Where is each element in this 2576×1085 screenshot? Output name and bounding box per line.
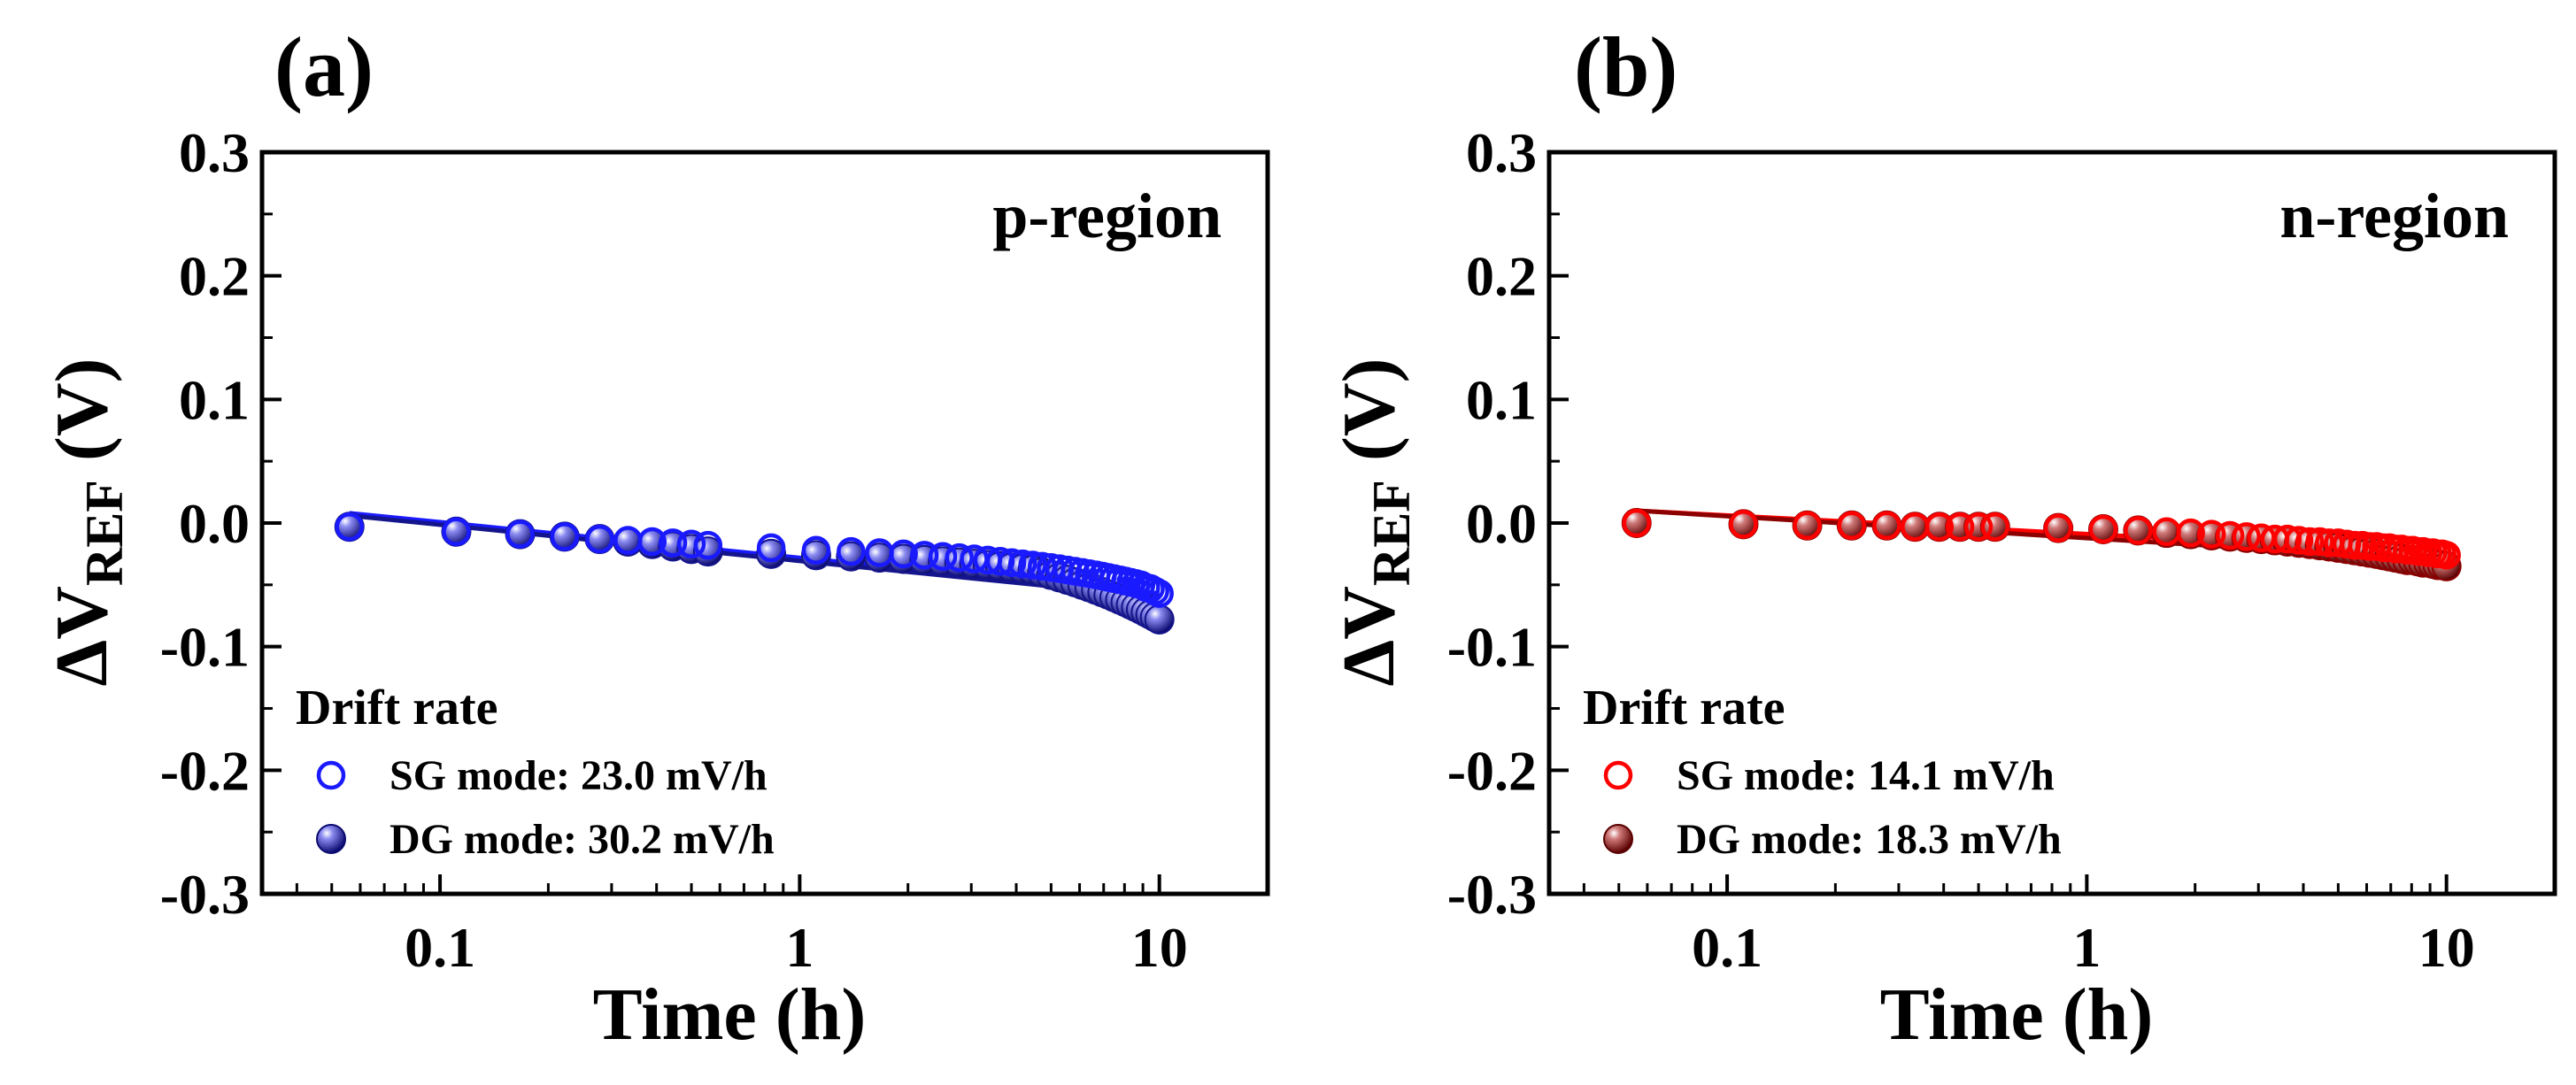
data-point-sg	[837, 536, 866, 566]
panel-b: (b) -0.3 -0.2 -0.1 0.0 0.1 0.2 0.3 0.1 1 10 n-reg…	[1328, 19, 2557, 1056]
data-point-dg	[756, 538, 787, 569]
data-point-sg	[335, 512, 364, 542]
y-axis-title-main: ΔV	[41, 586, 123, 686]
data-point-sg	[801, 535, 831, 565]
y-tick-label: -0.1	[1447, 616, 1537, 679]
data-point-sg	[997, 548, 1027, 577]
panel-label: (b)	[1574, 19, 1677, 114]
data-point-sg	[1945, 512, 1975, 542]
x-tick-label: 1	[2072, 916, 2101, 979]
y-axis-title-main: ΔV	[1328, 586, 1410, 686]
x-axis-title: Time (h)	[593, 973, 867, 1056]
y-tick-label: -0.3	[1447, 863, 1537, 926]
y-axis-title: ΔVREF (V)	[1328, 358, 1421, 687]
data-point-sg	[889, 539, 918, 569]
legend-marker-dg	[316, 824, 346, 854]
y-tick-label: 0.0	[179, 492, 250, 555]
y-axis-title-unit: (V)	[41, 358, 123, 481]
data-point-sg	[1622, 508, 1651, 538]
y-axis-title-unit: (V)	[1328, 358, 1410, 481]
data-point-sg	[1018, 550, 1047, 580]
data-point-sg	[550, 522, 580, 551]
data-point-sg	[2305, 527, 2334, 557]
region-title: p-region	[992, 181, 1222, 251]
data-point-sg	[1837, 511, 1867, 541]
data-point-sg	[2432, 541, 2461, 570]
data-point-sg	[910, 541, 939, 570]
y-tick-label: 0.3	[1466, 121, 1537, 184]
legend-marker-dg	[1603, 824, 1633, 854]
data-point-sg	[2294, 527, 2325, 557]
data-point-sg	[1729, 510, 1758, 539]
data-point-sg	[2043, 513, 2073, 542]
data-point-sg	[2215, 520, 2245, 550]
data-point-sg	[2284, 526, 2314, 555]
data-point-sg	[1872, 511, 1901, 541]
data-point-sg	[442, 517, 471, 547]
y-tick-label: -0.2	[1447, 739, 1537, 802]
data-point-sg	[693, 530, 723, 560]
region-title: n-region	[2279, 181, 2509, 251]
data-point-sg	[2124, 516, 2153, 545]
y-tick-label: -0.1	[160, 616, 250, 679]
legend-label-sg: SG mode: 23.0 mV/h	[389, 752, 767, 799]
y-axis-title-sub: REF	[75, 480, 134, 586]
y-tick-label: 0.0	[1466, 492, 1537, 555]
data-point-sg	[2176, 518, 2205, 548]
data-point-dg	[1144, 604, 1175, 635]
y-tick-label: -0.2	[160, 739, 250, 802]
data-point-sg	[2088, 514, 2118, 544]
axis-ticks: -0.3 -0.2 -0.1 0.0 0.1 0.2 0.3 0.1 1 10	[160, 121, 1188, 979]
data-point-dg	[692, 536, 723, 567]
legend-title: Drift rate	[1583, 681, 1785, 735]
legend-title: Drift rate	[296, 681, 498, 735]
y-tick-label: 0.1	[179, 368, 250, 431]
data-point-sg	[658, 528, 688, 558]
data-point-sg	[1145, 579, 1174, 608]
legend-label-dg: DG mode: 18.3 mV/h	[1677, 816, 2062, 863]
y-tick-label: -0.3	[160, 863, 250, 926]
x-tick-label: 10	[2418, 916, 2475, 979]
data-point-sg	[2340, 530, 2370, 560]
legend-marker-sg	[1603, 760, 1633, 790]
data-point-sg	[1963, 512, 1994, 542]
legend: Drift rate SG mode: 14.1 mV/h DG mode: 1…	[1583, 681, 2062, 863]
y-tick-label: 0.2	[179, 245, 250, 308]
x-tick-label: 1	[785, 916, 814, 979]
y-tick-label: 0.2	[1466, 245, 1537, 308]
legend-marker-sg	[316, 760, 346, 790]
data-point-sg	[2232, 522, 2261, 551]
data-point-sg	[756, 533, 786, 563]
data-point-sg	[1980, 512, 2010, 542]
legend-label-dg: DG mode: 30.2 mV/h	[389, 816, 775, 863]
data-point-sg	[1924, 512, 1955, 542]
panel-a: (a) -0.3 -0.2 -0.1 0.0 0.1 0.2 0.3 0.1 1 10 p-reg…	[41, 19, 1270, 1056]
panel-label: (a)	[274, 19, 374, 114]
data-point-sg	[676, 529, 706, 558]
data-points	[334, 512, 1175, 635]
data-points	[1621, 508, 2462, 581]
legend: Drift rate SG mode: 23.0 mV/h DG mode: 3…	[296, 681, 775, 863]
data-point-sg	[928, 542, 958, 571]
data-point-sg	[945, 542, 974, 573]
x-axis-title: Time (h)	[1880, 973, 2154, 1056]
x-tick-label: 0.1	[1692, 916, 1762, 979]
data-point-sg	[585, 524, 614, 554]
data-point-sg	[985, 547, 1015, 576]
data-point-sg	[2272, 524, 2302, 554]
data-point-sg	[1793, 511, 1822, 541]
data-point-sg	[637, 527, 667, 557]
y-tick-label: 0.1	[1466, 368, 1537, 431]
x-tick-label: 0.1	[405, 916, 475, 979]
x-tick-label: 10	[1131, 916, 1188, 979]
legend-label-sg: SG mode: 14.1 mV/h	[1677, 752, 2055, 799]
data-point-sg	[1007, 549, 1037, 579]
y-axis-title-sub: REF	[1362, 480, 1421, 586]
data-point-sg	[505, 519, 535, 549]
data-point-sg	[2197, 519, 2226, 549]
axis-ticks: -0.3 -0.2 -0.1 0.0 0.1 0.2 0.3 0.1 1 10	[1447, 121, 2475, 979]
y-axis-title: ΔVREF (V)	[41, 358, 134, 687]
y-tick-label: 0.3	[179, 121, 250, 184]
